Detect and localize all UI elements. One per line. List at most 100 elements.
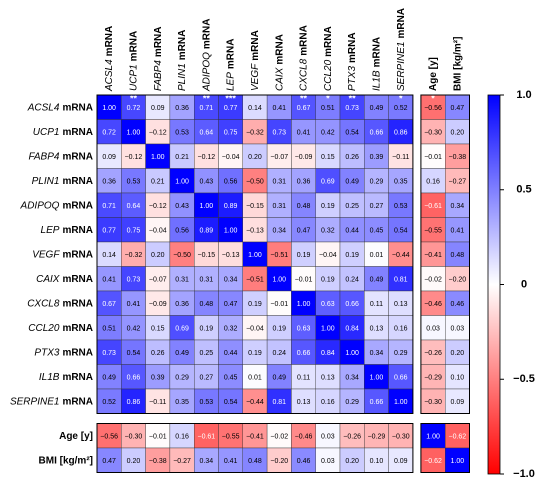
column-label: PTX3 mRNA xyxy=(347,32,358,91)
cell-value: 0.77 xyxy=(224,105,238,112)
heatmap-cell xyxy=(242,447,268,473)
cell-value: 0.10 xyxy=(451,375,465,382)
heatmap-cell xyxy=(121,339,146,365)
column-label: SERPINE1 mRNA xyxy=(395,8,406,91)
cell-value: 0.13 xyxy=(394,301,408,308)
cell-value: 0.19 xyxy=(321,203,335,210)
cell-value: 0.32 xyxy=(321,228,335,235)
heatmap-cell xyxy=(121,266,146,292)
column-label: FABP4 mRNA xyxy=(152,27,163,92)
cell-value: 0.81 xyxy=(394,277,408,284)
heatmap-cell xyxy=(420,290,446,316)
heatmap-cell xyxy=(445,388,470,414)
cell-value: 0.34 xyxy=(272,228,286,235)
cell-value: 0.41 xyxy=(272,105,286,112)
cell-value: 0.49 xyxy=(345,179,359,186)
cell-value: 0.53 xyxy=(127,179,141,186)
cell-value: −0.41 xyxy=(246,434,264,441)
heatmap-cell xyxy=(121,447,146,473)
significance-star: * xyxy=(326,93,330,103)
heatmap-cell xyxy=(218,241,243,267)
cell-value: 0.43 xyxy=(175,203,189,210)
cell-value: 0.67 xyxy=(102,301,116,308)
cell-value: −0.27 xyxy=(448,179,466,186)
heatmap-cell xyxy=(315,192,341,218)
cell-value: 0.24 xyxy=(345,277,359,284)
heatmap-cell xyxy=(145,168,171,194)
cell-value: 0.20 xyxy=(127,458,141,465)
cell-value: 0.19 xyxy=(248,350,262,357)
cell-value: −0.44 xyxy=(392,252,410,259)
heatmap-cell xyxy=(218,290,243,316)
cell-value: 0.29 xyxy=(345,399,359,406)
cell-value: 1.00 xyxy=(200,203,214,210)
heatmap-cell xyxy=(291,447,316,473)
row-label: SERPINE1 mRNA xyxy=(10,396,93,407)
cell-value: 0.03 xyxy=(426,326,440,333)
label-suffix: mRNA xyxy=(274,34,285,65)
cell-value: 0.52 xyxy=(102,399,116,406)
cell-value: −0.13 xyxy=(246,228,264,235)
cell-value: −0.62 xyxy=(424,458,442,465)
row-label: BMI [kg/m²] xyxy=(39,455,93,466)
cell-value: −0.01 xyxy=(424,154,442,161)
gene-name: ACSL4 xyxy=(104,59,115,92)
cell-value: 0.77 xyxy=(102,228,116,235)
cell-value: 0.41 xyxy=(451,228,465,235)
cell-value: 0.49 xyxy=(272,375,286,382)
heatmap-cell xyxy=(291,388,316,414)
heatmap-cell xyxy=(420,423,446,449)
heatmap-cell xyxy=(169,290,195,316)
cell-value: 0.72 xyxy=(127,105,141,112)
heatmap-cell xyxy=(242,339,268,365)
significance-star: ** xyxy=(349,93,357,103)
cell-value: 0.14 xyxy=(248,105,262,112)
cell-value: 0.46 xyxy=(297,458,311,465)
heatmap-cell xyxy=(169,315,195,341)
cell-value: −0.01 xyxy=(270,301,288,308)
heatmap-cell xyxy=(291,217,316,243)
heatmap-cell xyxy=(291,423,316,449)
row-label: PLIN1 mRNA xyxy=(32,175,93,186)
cell-value: 0.01 xyxy=(370,252,384,259)
cell-value: 0.34 xyxy=(200,458,214,465)
heatmap-cell xyxy=(242,423,268,449)
cell-value: −0.41 xyxy=(424,252,442,259)
row-label: UCP1 mRNA xyxy=(33,126,93,137)
cell-value: 0.46 xyxy=(451,301,465,308)
heatmap-cell xyxy=(121,168,146,194)
label-suffix: mRNA xyxy=(62,151,93,162)
heatmap-cell xyxy=(315,266,341,292)
cell-value: 0.09 xyxy=(394,458,408,465)
cell-value: 0.41 xyxy=(297,130,311,137)
heatmap-cell xyxy=(266,241,292,267)
cell-value: 0.27 xyxy=(200,375,214,382)
cell-value: 0.48 xyxy=(451,252,465,259)
colorbar xyxy=(487,94,501,475)
cell-value: 0.20 xyxy=(248,154,262,161)
heatmap-cell xyxy=(145,290,171,316)
cell-value: 0.66 xyxy=(297,350,311,357)
cell-value: 1.00 xyxy=(426,434,440,441)
heatmap-cell xyxy=(96,241,122,267)
gene-name: CAIX xyxy=(274,67,285,91)
cell-value: −0.09 xyxy=(149,301,167,308)
heatmap-cell xyxy=(96,388,122,414)
heatmap-cell xyxy=(445,423,470,449)
heatmap-cell xyxy=(315,119,341,145)
cell-value: 0.19 xyxy=(321,277,335,284)
row-label: CCL20 mRNA xyxy=(28,322,93,333)
label-suffix: mRNA xyxy=(104,26,115,57)
cell-value: 0.09 xyxy=(451,399,465,406)
heatmap-cell xyxy=(96,447,122,473)
heatmap-cell xyxy=(169,447,195,473)
cell-value: 0.84 xyxy=(321,350,335,357)
heatmap-cell xyxy=(266,192,292,218)
heatmap-cell xyxy=(291,192,316,218)
heatmap-cell xyxy=(445,192,470,218)
cell-value: 0.44 xyxy=(345,228,359,235)
cell-value: 0.03 xyxy=(321,458,335,465)
cell-value: 0.16 xyxy=(321,399,335,406)
heatmap-cell xyxy=(420,266,446,292)
gene-name: CCL20 xyxy=(28,322,60,333)
